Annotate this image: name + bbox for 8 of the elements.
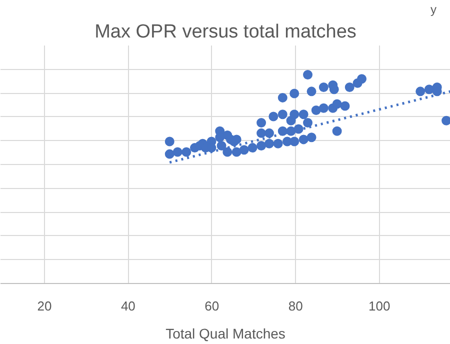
text: y (430, 2, 436, 16)
x-tick-label: 60 (204, 298, 220, 314)
chart-title: Max OPR versus total matches (94, 22, 356, 42)
x-tick-label: 40 (120, 298, 136, 314)
x-tick-label: 100 (368, 298, 390, 314)
x-tick-label: 20 (37, 298, 52, 314)
x-tick-label: 80 (288, 298, 303, 314)
x-axis-title: Total Qual Matches (166, 326, 286, 342)
